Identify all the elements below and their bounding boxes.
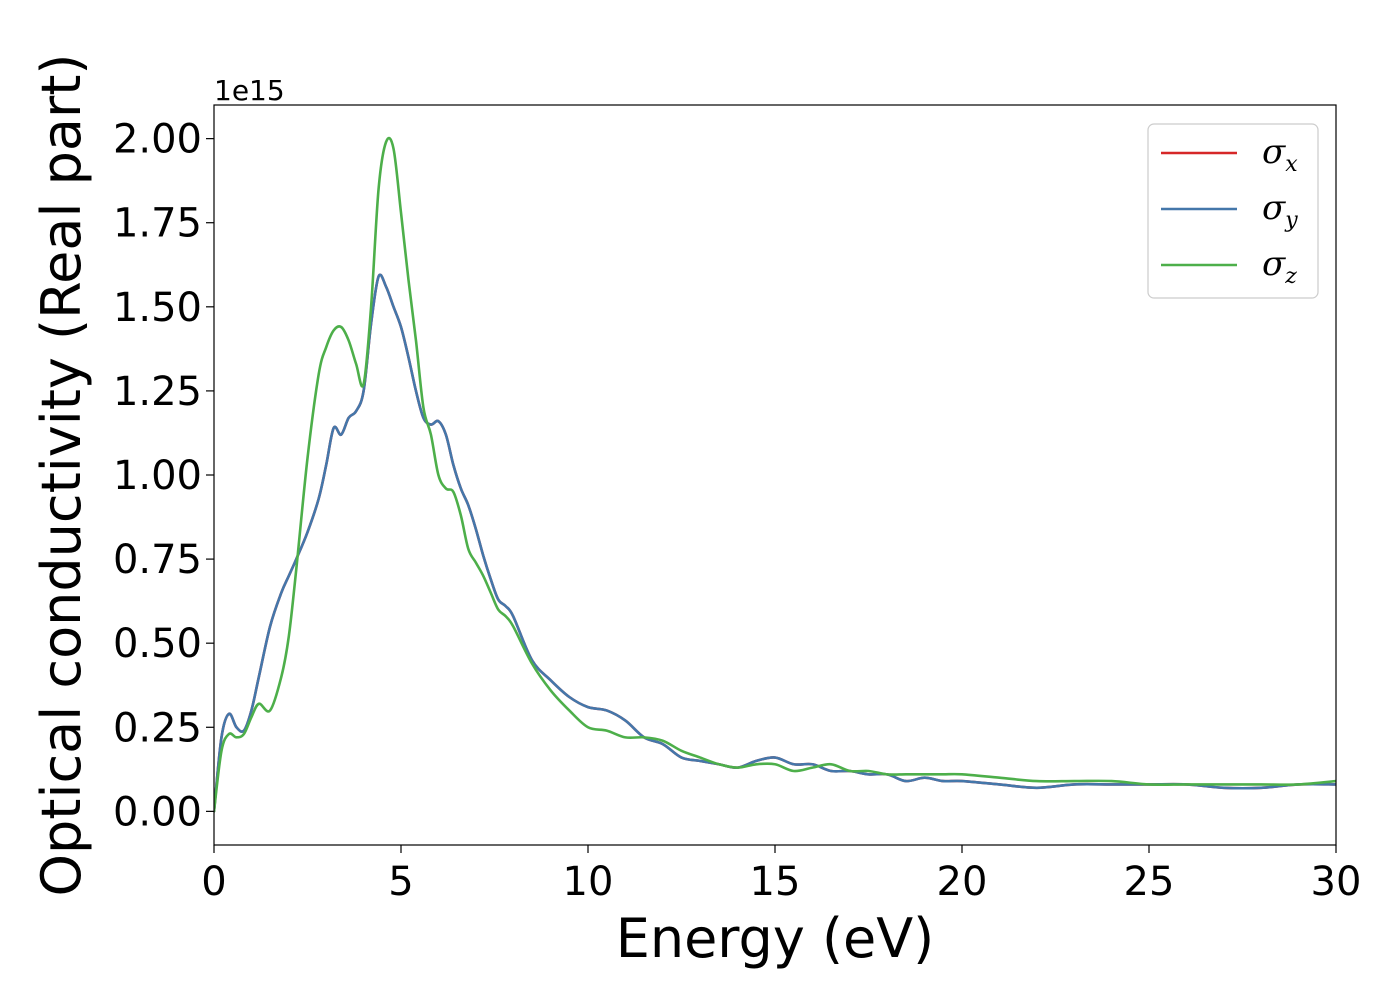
series-line-y [214,273,1336,813]
legend-subscript: z [1284,264,1297,289]
legend-label-x: σx [1262,132,1298,177]
x-tick-label: 0 [201,859,226,905]
legend-subscript: x [1285,152,1298,177]
y-tick-label: 0.25 [113,705,202,751]
legend-symbol: σ [1262,244,1286,284]
y-tick-label: 1.75 [113,201,202,247]
legend-label-y: σy [1262,188,1298,233]
legend-subscript: y [1284,208,1298,233]
y-tick-label: 2.00 [113,117,202,163]
x-tick-label: 30 [1311,859,1362,905]
legend-label-z: σz [1262,244,1297,289]
legend-symbol: σ [1262,132,1286,172]
x-axis-ticks: 0 5 10 15 20 25 30 [201,845,1361,905]
y-tick-label: 0.50 [113,621,202,667]
x-tick-label: 5 [388,859,413,905]
y-tick-label: 0.00 [113,789,202,835]
y-tick-label: 0.75 [113,537,202,583]
series-line-z [214,136,1336,813]
x-axis-label: Energy (eV) [616,907,935,970]
x-tick-label: 15 [750,859,801,905]
y-offset-label: 1e15 [214,74,285,107]
legend-box [1147,123,1319,299]
x-tick-label: 25 [1124,859,1175,905]
x-tick-label: 10 [563,859,614,905]
x-tick-label: 20 [937,859,988,905]
legend-symbol: σ [1262,188,1286,228]
y-tick-label: 1.00 [113,453,202,499]
y-axis-ticks: 0.00 0.25 0.50 0.75 1.00 1.25 1.50 1.75 2.00 [113,117,214,835]
series-layer [214,136,1336,813]
y-tick-label: 1.25 [113,369,202,415]
y-axis-label: Optical conductivity (Real part) [30,54,93,897]
y-tick-label: 1.50 [113,285,202,331]
